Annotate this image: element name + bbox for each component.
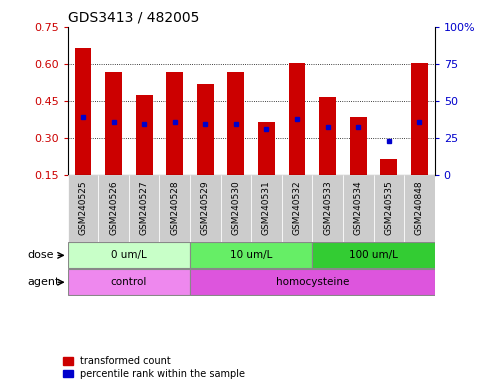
Bar: [105, 73, 122, 175]
Bar: [381, 159, 397, 175]
FancyBboxPatch shape: [68, 269, 190, 295]
FancyBboxPatch shape: [190, 175, 221, 242]
Text: GSM240534: GSM240534: [354, 180, 363, 235]
FancyBboxPatch shape: [343, 175, 373, 242]
FancyBboxPatch shape: [221, 175, 251, 242]
Text: 100 um/L: 100 um/L: [349, 250, 398, 260]
Text: homocysteine: homocysteine: [276, 277, 349, 287]
FancyBboxPatch shape: [68, 175, 98, 242]
Text: GSM240848: GSM240848: [415, 180, 424, 235]
Text: GSM240525: GSM240525: [78, 180, 87, 235]
Text: GSM240526: GSM240526: [109, 180, 118, 235]
FancyBboxPatch shape: [282, 175, 313, 242]
Text: GSM240533: GSM240533: [323, 180, 332, 235]
Text: GDS3413 / 482005: GDS3413 / 482005: [68, 10, 199, 24]
Bar: [289, 63, 305, 175]
Bar: [319, 97, 336, 175]
Bar: [166, 73, 183, 175]
Text: GSM240530: GSM240530: [231, 180, 241, 235]
Legend: transformed count, percentile rank within the sample: transformed count, percentile rank withi…: [63, 356, 245, 379]
FancyBboxPatch shape: [404, 175, 435, 242]
Text: GSM240528: GSM240528: [170, 180, 179, 235]
Text: GSM240535: GSM240535: [384, 180, 393, 235]
Bar: [350, 117, 367, 175]
FancyBboxPatch shape: [159, 175, 190, 242]
FancyBboxPatch shape: [373, 175, 404, 242]
Text: GSM240529: GSM240529: [201, 180, 210, 235]
Bar: [411, 63, 428, 175]
FancyBboxPatch shape: [313, 242, 435, 268]
Text: GSM240527: GSM240527: [140, 180, 149, 235]
Text: GSM240532: GSM240532: [293, 180, 301, 235]
Bar: [136, 94, 153, 175]
Bar: [197, 84, 213, 175]
FancyBboxPatch shape: [129, 175, 159, 242]
FancyBboxPatch shape: [313, 175, 343, 242]
Bar: [227, 73, 244, 175]
Text: control: control: [111, 277, 147, 287]
Text: GSM240531: GSM240531: [262, 180, 271, 235]
Bar: [258, 122, 275, 175]
Text: 10 um/L: 10 um/L: [230, 250, 272, 260]
Text: dose: dose: [28, 250, 55, 260]
FancyBboxPatch shape: [251, 175, 282, 242]
FancyBboxPatch shape: [98, 175, 129, 242]
FancyBboxPatch shape: [190, 242, 313, 268]
FancyBboxPatch shape: [68, 242, 190, 268]
FancyBboxPatch shape: [190, 269, 435, 295]
Text: 0 um/L: 0 um/L: [111, 250, 147, 260]
Text: agent: agent: [28, 277, 60, 287]
Bar: [74, 48, 91, 175]
